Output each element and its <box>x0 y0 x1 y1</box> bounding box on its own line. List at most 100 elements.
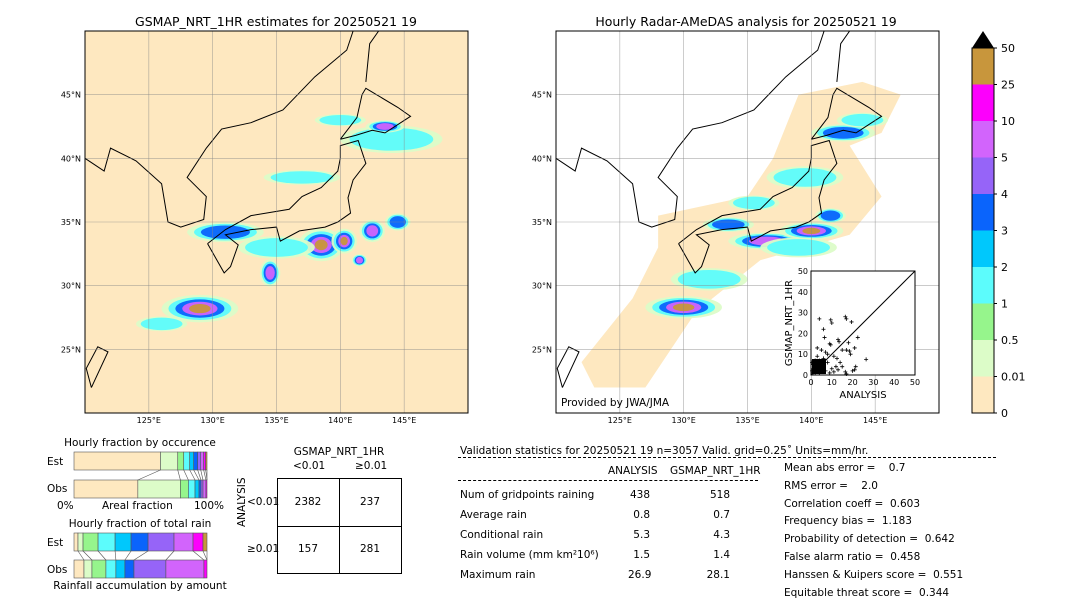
colorbar-label: 0 <box>1001 407 1008 420</box>
fraction-segment <box>147 532 175 552</box>
stat-row-label: Num of gridpoints raining <box>460 489 595 501</box>
rain-area <box>732 196 775 210</box>
connector-line <box>183 469 189 481</box>
lat-tick-label: 45°N <box>532 91 552 100</box>
connector-line <box>202 550 208 561</box>
coastline <box>85 346 109 388</box>
fraction-segment <box>189 451 195 471</box>
connector-line <box>165 550 175 561</box>
rain-area <box>189 304 211 314</box>
score-line: Frequency bias = 1.183 <box>784 515 912 528</box>
fraction-segment <box>202 479 207 499</box>
colorbar-segment <box>972 84 994 121</box>
rain-area <box>841 113 884 127</box>
colorbar-segment <box>972 157 994 194</box>
fraction-segment <box>115 559 126 579</box>
occ-tick-100: 100% <box>194 500 225 512</box>
scatter-point <box>853 364 858 369</box>
score-line: Correlation coeff = 0.603 <box>784 497 920 510</box>
scatter-point <box>855 335 860 340</box>
rain-area <box>820 210 841 221</box>
coastline <box>555 30 825 228</box>
scatter-point <box>844 371 849 376</box>
stat-analysis-value: 26.9 <box>628 569 652 581</box>
rain-obs-label: Obs <box>47 564 68 576</box>
fraction-segment <box>205 479 208 499</box>
fraction-segment <box>180 479 189 499</box>
x-tick-label: 0 <box>808 378 813 387</box>
x-tick-label: 20 <box>848 378 858 387</box>
left-map-title: GSMAP_NRT_1HR estimates for 20250521 19 <box>135 14 417 29</box>
row-header-lt: <0.01 <box>247 496 280 508</box>
x-tick-label: 30 <box>868 378 878 387</box>
scatter-point <box>850 368 855 373</box>
fraction-segment <box>203 559 208 579</box>
fraction-segment <box>194 479 200 499</box>
scatter-point <box>852 345 857 350</box>
scatter-plot: 00 10 10 20 20 30 30 40 40 50 50 ANALYSIS GSMAP_NRT_… <box>784 267 920 401</box>
scatter-point <box>831 369 836 374</box>
score-line: False alarm ratio = 0.458 <box>784 551 921 563</box>
scatter-xlabel: ANALYSIS <box>839 390 886 401</box>
fraction-segment <box>73 479 139 499</box>
connector-line <box>97 550 107 561</box>
lon-tick-label: 140°E <box>328 416 352 425</box>
stat-analysis-value: 0.8 <box>633 509 650 521</box>
scatter-point <box>848 352 853 357</box>
colorbar-label: 3 <box>1001 225 1008 238</box>
connector-line <box>137 469 161 481</box>
occurrence-title: Hourly fraction by occurence <box>64 437 216 449</box>
colorbar-label: 1 <box>1001 298 1008 311</box>
lon-tick-label: 140°E <box>799 416 823 425</box>
fraction-segment <box>133 559 167 579</box>
scatter-point <box>829 366 834 371</box>
row-header-ge: ≥0.01 <box>247 543 280 555</box>
lat-tick-label: 25°N <box>61 345 81 354</box>
fraction-segment <box>130 532 149 552</box>
y-tick-label: 40 <box>798 288 808 297</box>
scatter-point <box>823 350 828 355</box>
scatter-point <box>840 364 845 369</box>
cell-false-alarm: 237 <box>359 496 381 508</box>
scatter-point <box>831 354 836 359</box>
score-line: Equitable threat score = 0.344 <box>784 586 950 599</box>
fraction-segment <box>188 479 196 499</box>
rain-fraction-xlabel: Rainfall accumulation by amount <box>53 580 227 592</box>
fraction-segment <box>97 532 116 552</box>
scatter-ylabel: GSMAP_NRT_1HR <box>784 280 795 366</box>
cell-hit: 281 <box>359 543 381 555</box>
stat-gsmap-value: 0.7 <box>713 509 730 521</box>
connector-line <box>124 550 132 561</box>
x-tick-label: 50 <box>910 378 920 387</box>
connector-line <box>77 550 85 561</box>
scatter-point <box>840 348 845 353</box>
col-analysis: ANALYSIS <box>608 465 658 477</box>
coastline <box>207 139 367 274</box>
rain-area <box>773 168 837 187</box>
rain-area <box>349 127 434 151</box>
colorbar-label: 0.01 <box>1001 371 1026 384</box>
fraction-segment <box>177 451 185 471</box>
lon-tick-label: 125°E <box>608 416 632 425</box>
fraction-segment <box>114 532 132 552</box>
scatter-point <box>844 348 849 353</box>
x-tick-label: 40 <box>889 378 899 387</box>
scatter-point <box>825 360 830 365</box>
col-gsmap: GSMAP_NRT_1HR <box>670 465 761 477</box>
connector-line <box>114 550 117 561</box>
scatter-point <box>828 317 833 322</box>
rain-area <box>767 239 830 256</box>
fraction-segment <box>91 559 107 579</box>
stat-row-label: Average rain <box>460 509 527 521</box>
stat-gsmap-value: 518 <box>709 489 730 501</box>
stat-row-label: Maximum rain <box>460 569 536 581</box>
stat-gsmap-value: 4.3 <box>713 529 730 541</box>
scatter-point <box>843 314 848 319</box>
connector-line <box>197 469 202 481</box>
colorbar-segment <box>972 267 994 304</box>
fraction-segment <box>183 451 191 471</box>
rain-area <box>200 225 250 239</box>
colorbar-segment <box>972 230 994 267</box>
coastline <box>556 346 580 388</box>
scatter-point <box>827 370 832 375</box>
